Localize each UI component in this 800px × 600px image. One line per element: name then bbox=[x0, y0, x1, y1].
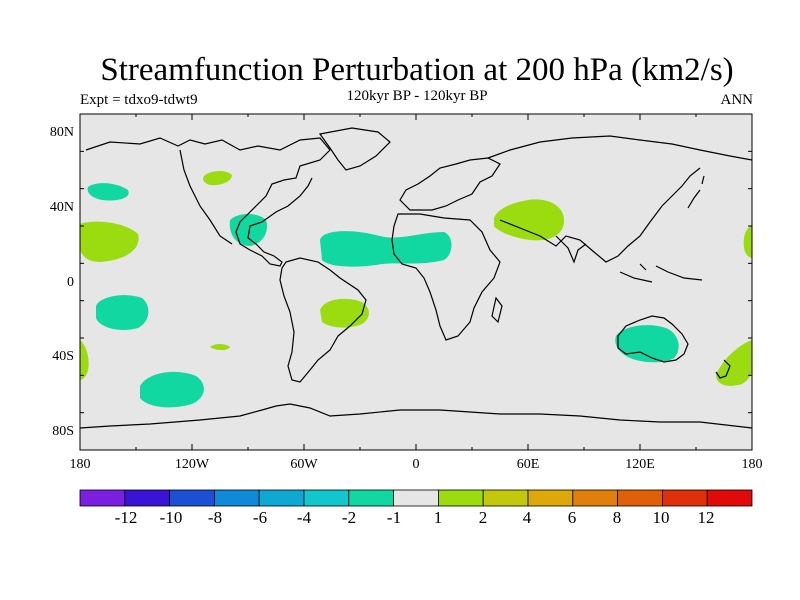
colorbar-label: 1 bbox=[434, 508, 443, 527]
colorbar-label: 12 bbox=[698, 508, 715, 527]
region-east-pacific bbox=[80, 221, 139, 262]
lon-label: 180 bbox=[742, 457, 763, 472]
region-south-pacific-2 bbox=[140, 371, 204, 408]
colorbar-swatch bbox=[482, 489, 529, 507]
latitude-labels: 80N 40N 0 40S 80S bbox=[50, 125, 74, 439]
region-south-pacific-1 bbox=[96, 295, 149, 330]
colorbar-label: 6 bbox=[568, 508, 577, 527]
region-middle-east bbox=[494, 199, 565, 241]
lat-label: 0 bbox=[67, 275, 74, 290]
colorbar-labels: -12 -10 -8 -6 -4 -2 -1 1 2 4 6 8 10 12 bbox=[115, 508, 715, 527]
coast-antarctica bbox=[80, 403, 752, 429]
colorbar-swatch bbox=[572, 489, 618, 507]
subtitle: 120kyr BP - 120kyr BP bbox=[346, 88, 488, 104]
coast-europe bbox=[399, 157, 501, 211]
lon-label: 120W bbox=[175, 457, 210, 472]
lon-label: 180 bbox=[70, 457, 91, 472]
region-south-atlantic-small bbox=[210, 344, 230, 350]
colorbar-label: 2 bbox=[479, 508, 488, 527]
season-label: ANN bbox=[720, 92, 754, 108]
colorbar-label: -4 bbox=[297, 508, 312, 527]
region-nz-east bbox=[716, 340, 752, 386]
perturbation-regions bbox=[80, 170, 752, 408]
coast-new-zealand bbox=[715, 359, 731, 379]
lon-label: 0 bbox=[413, 457, 420, 472]
region-central-north-pacific bbox=[87, 183, 129, 201]
lon-label: 120E bbox=[625, 457, 655, 472]
colorbar-swatch bbox=[662, 489, 708, 507]
frame-ticks bbox=[79, 113, 753, 451]
region-north-atlantic-west bbox=[229, 214, 268, 246]
colorbar-swatch bbox=[393, 489, 439, 507]
region-tropical-atlantic-africa bbox=[320, 231, 452, 267]
coastlines bbox=[80, 127, 752, 429]
lat-label: 80N bbox=[50, 125, 74, 140]
colorbar-label: -8 bbox=[208, 508, 222, 527]
colorbar-swatch bbox=[303, 489, 350, 507]
coast-japan bbox=[687, 175, 705, 209]
colorbar-swatch bbox=[617, 489, 663, 507]
colorbar-label: -10 bbox=[160, 508, 183, 527]
experiment-label: Expt = tdxo9-tdwt9 bbox=[80, 92, 198, 108]
colorbar-label: 4 bbox=[523, 508, 532, 527]
region-south-america-east bbox=[320, 298, 369, 328]
colorbar-label: -2 bbox=[342, 508, 356, 527]
colorbar-label: 8 bbox=[613, 508, 622, 527]
colorbar-swatch bbox=[706, 489, 753, 507]
region-east-pacific-south bbox=[80, 340, 89, 380]
colorbar-swatch bbox=[169, 489, 215, 507]
colorbar-swatch bbox=[79, 489, 126, 507]
coast-madagascar bbox=[491, 296, 503, 324]
page-title: Streamfunction Perturbation at 200 hPa (… bbox=[100, 52, 734, 88]
lat-label: 40S bbox=[52, 349, 74, 364]
region-north-america-small bbox=[203, 170, 232, 186]
lon-label: 60W bbox=[290, 457, 318, 472]
coast-greenland bbox=[318, 127, 391, 171]
coast-asia bbox=[487, 135, 752, 263]
colorbar bbox=[79, 489, 753, 507]
lon-label: 60E bbox=[517, 457, 540, 472]
colorbar-label: -6 bbox=[253, 508, 267, 527]
lat-label: 40N bbox=[50, 200, 74, 215]
colorbar-swatch bbox=[124, 489, 171, 507]
coast-north-america bbox=[85, 137, 331, 267]
colorbar-swatch bbox=[527, 489, 574, 507]
colorbar-swatch bbox=[213, 489, 260, 507]
region-date-line-north bbox=[743, 226, 752, 258]
colorbar-label: -12 bbox=[115, 508, 138, 527]
colorbar-swatch bbox=[348, 489, 394, 507]
coast-africa bbox=[391, 213, 501, 341]
colorbar-label: -1 bbox=[387, 508, 401, 527]
colorbar-label: 10 bbox=[653, 508, 670, 527]
lat-label: 80S bbox=[52, 424, 74, 439]
longitude-labels: 180 120W 60W 0 60E 120E 180 bbox=[70, 457, 763, 472]
coast-south-america bbox=[279, 257, 367, 383]
coast-india bbox=[555, 235, 587, 264]
colorbar-swatch bbox=[258, 489, 305, 507]
coast-maritime-se-asia bbox=[619, 263, 703, 283]
coast-australia bbox=[617, 315, 689, 363]
colorbar-swatch bbox=[437, 489, 484, 507]
coast-north-america-west bbox=[179, 149, 233, 245]
